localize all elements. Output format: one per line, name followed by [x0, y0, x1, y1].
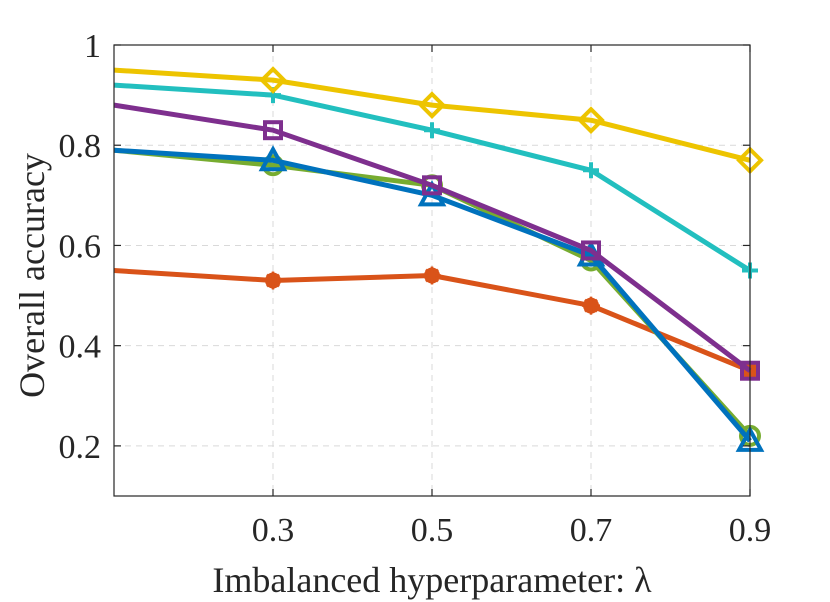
y-tick-label: 0.2 [59, 429, 102, 466]
series-orange-marker-3-spokes [582, 296, 600, 315]
x-tick-label: 0.9 [729, 512, 772, 549]
series-yellow-line [113, 67, 751, 163]
series-cyan-marker-3 [583, 162, 599, 179]
series-orange-marker-2-spokes [423, 266, 441, 285]
series-group [113, 66, 765, 452]
series-purple-marker-2 [422, 175, 442, 196]
x-tick-label: 0.7 [570, 512, 613, 549]
series-cyan-marker-2 [424, 122, 440, 139]
series-yellow-marker-2 [418, 91, 446, 119]
series-yellow-marker-3 [577, 106, 605, 134]
series-purple-marker-3 [581, 240, 601, 261]
x-axis-title: Imbalanced hyperparameter: λ [212, 560, 652, 600]
series-yellow-marker-1 [259, 66, 287, 94]
y-tick-label: 0.8 [59, 128, 102, 165]
y-tick-label: 0.4 [59, 329, 102, 366]
series-blue-marker-1 [258, 145, 288, 172]
y-tick-label: 1 [84, 28, 101, 65]
x-tick-label: 0.5 [411, 512, 454, 549]
y-axis-title: Overall accuracy [12, 153, 52, 398]
x-tick-label: 0.3 [252, 512, 295, 549]
series-purple-marker-1 [263, 120, 283, 141]
series-purple-line [113, 102, 752, 373]
y-tick-label: 0.6 [59, 228, 102, 265]
series-orange-marker-1-spokes [264, 271, 282, 290]
